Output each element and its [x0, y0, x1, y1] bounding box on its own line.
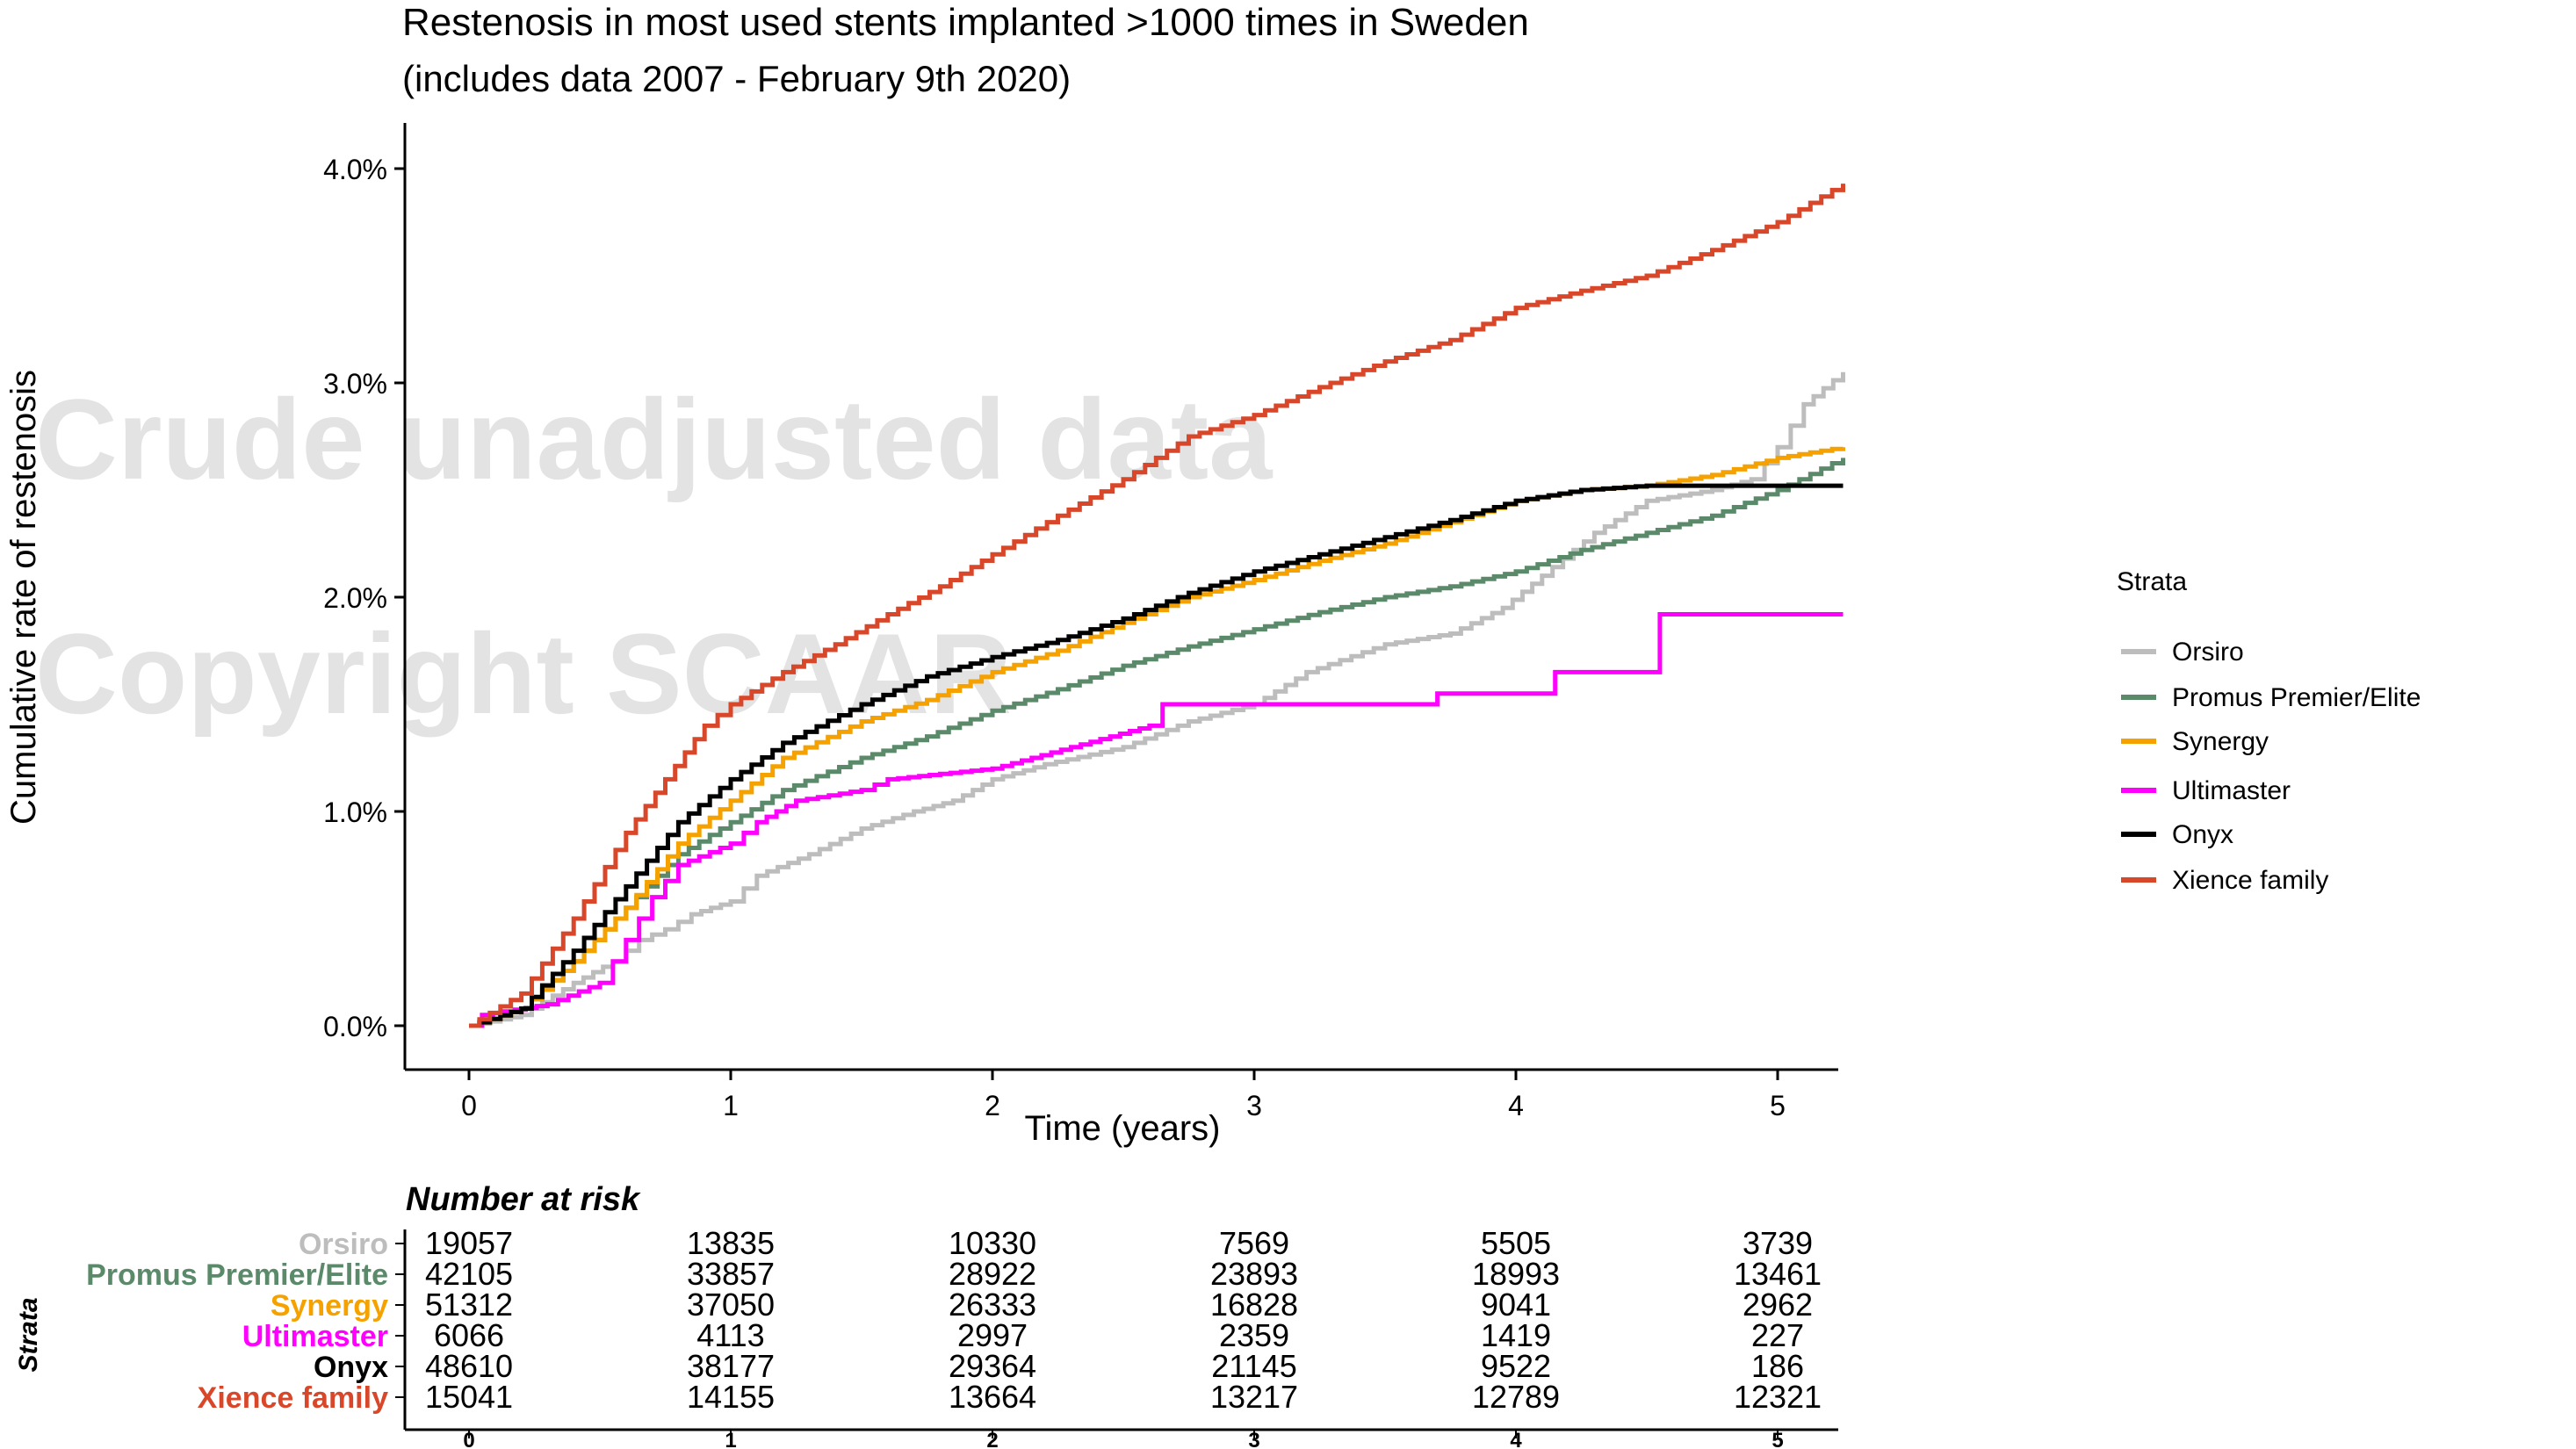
risk-cell: 16828: [1210, 1287, 1298, 1323]
risk-cell: 6066: [434, 1317, 504, 1353]
risk-cell: 13835: [687, 1225, 775, 1261]
risk-cell: 51312: [425, 1287, 513, 1323]
legend-title: Strata: [2117, 567, 2187, 596]
risk-cell: 13217: [1210, 1379, 1298, 1415]
risk-cell: 28922: [949, 1256, 1036, 1292]
risk-cell: 227: [1751, 1317, 1804, 1353]
y-tick-label: 2.0%: [323, 582, 387, 614]
risk-cell: 5505: [1481, 1225, 1551, 1261]
risk-cell: 2962: [1743, 1287, 1813, 1323]
legend-label: Orsiro: [2172, 638, 2244, 667]
risk-row-label: Promus Premier/Elite: [86, 1258, 388, 1292]
series-line-promus-premier-elite: [469, 458, 1845, 1028]
legend: Strata Orsiro Promus Premier/Elite Synergy…: [2117, 567, 2421, 895]
risk-x-tick-label: 3: [1248, 1429, 1259, 1449]
risk-cell: 15041: [425, 1379, 513, 1415]
risk-row-label: Onyx: [314, 1351, 388, 1384]
risk-cell: 12321: [1734, 1379, 1822, 1415]
risk-cell: 12789: [1472, 1379, 1560, 1415]
risk-cell: 26333: [949, 1287, 1036, 1323]
risk-cell: 38177: [687, 1348, 775, 1384]
y-tick-label: 1.0%: [323, 797, 387, 828]
risk-cell: 9522: [1481, 1348, 1551, 1384]
legend-label: Promus Premier/Elite: [2172, 683, 2421, 712]
x-tick-label: 2: [985, 1090, 1000, 1121]
risk-cell: 18993: [1472, 1256, 1560, 1292]
risk-cell: 48610: [425, 1348, 513, 1384]
series-line-onyx: [469, 483, 1844, 1028]
risk-cell: 3739: [1743, 1225, 1813, 1261]
risk-table-axis-label: Strata: [14, 1297, 43, 1372]
risk-x-tick-label: 4: [1510, 1429, 1522, 1449]
risk-cell: 13461: [1734, 1256, 1822, 1292]
y-ticks: 0.0% 1.0% 2.0% 3.0% 4.0%: [323, 154, 405, 1042]
risk-cell: 10330: [949, 1225, 1036, 1261]
risk-cell: 29364: [949, 1348, 1036, 1384]
x-tick-label: 5: [1770, 1090, 1786, 1121]
risk-row-label: Orsiro: [299, 1228, 388, 1261]
series-line-orsiro: [469, 371, 1845, 1028]
legend-label: Ultimaster: [2172, 776, 2291, 805]
risk-row-label: Ultimaster: [242, 1320, 388, 1353]
risk-cell: 13664: [949, 1379, 1036, 1415]
legend-label: Xience family: [2172, 866, 2328, 895]
y-tick-label: 0.0%: [323, 1011, 387, 1042]
risk-row-label: Synergy: [271, 1289, 388, 1323]
risk-cell: 7569: [1219, 1225, 1289, 1261]
risk-cell: 42105: [425, 1256, 513, 1292]
series-line-ultimaster: [469, 612, 1844, 1028]
series-layer: [469, 184, 1845, 1028]
x-tick-label: 4: [1508, 1090, 1524, 1121]
risk-cell: 2359: [1219, 1317, 1289, 1353]
legend-label: Onyx: [2172, 820, 2233, 849]
risk-cell: 9041: [1481, 1287, 1551, 1323]
legend-label: Synergy: [2172, 727, 2269, 756]
risk-x-tick-label: 1: [725, 1429, 736, 1449]
risk-cell: 1419: [1481, 1317, 1551, 1353]
risk-cell: 186: [1751, 1348, 1804, 1384]
risk-table: Number at risk Strata Orsiro 19057 13835 10…: [14, 1181, 1838, 1449]
x-tick-label: 0: [461, 1090, 477, 1121]
risk-cell: 4113: [696, 1317, 764, 1353]
series-line-xience-family: [469, 184, 1845, 1028]
risk-table-title: Number at risk: [406, 1181, 641, 1218]
risk-cell: 14155: [687, 1379, 775, 1415]
watermark-text: Crude unadjusted data: [35, 375, 1274, 503]
risk-cell: 19057: [425, 1225, 513, 1261]
risk-cell: 2997: [957, 1317, 1028, 1353]
risk-cell: 37050: [687, 1287, 775, 1323]
y-tick-label: 4.0%: [323, 154, 387, 185]
x-ticks: 0 1 2 3 4 5: [461, 1070, 1786, 1121]
risk-row-label: Xience family: [198, 1381, 388, 1415]
x-tick-label: 3: [1246, 1090, 1262, 1121]
y-axis-label: Cumulative rate of restenosis: [4, 370, 43, 825]
x-tick-label: 1: [723, 1090, 739, 1121]
risk-cell: 33857: [687, 1256, 775, 1292]
axes: [403, 123, 1838, 1071]
risk-cell: 23893: [1210, 1256, 1298, 1292]
risk-x-tick-label: 0: [463, 1429, 474, 1449]
risk-x-tick-label: 2: [986, 1429, 998, 1449]
x-axis-label: Time (years): [1025, 1109, 1221, 1148]
chart-title: Restenosis in most used stents implanted…: [402, 1, 1529, 44]
chart-subtitle: (includes data 2007 - February 9th 2020): [402, 58, 1071, 99]
risk-cell: 21145: [1211, 1348, 1296, 1384]
y-tick-label: 3.0%: [323, 368, 387, 400]
risk-x-tick-label: 5: [1771, 1429, 1783, 1449]
